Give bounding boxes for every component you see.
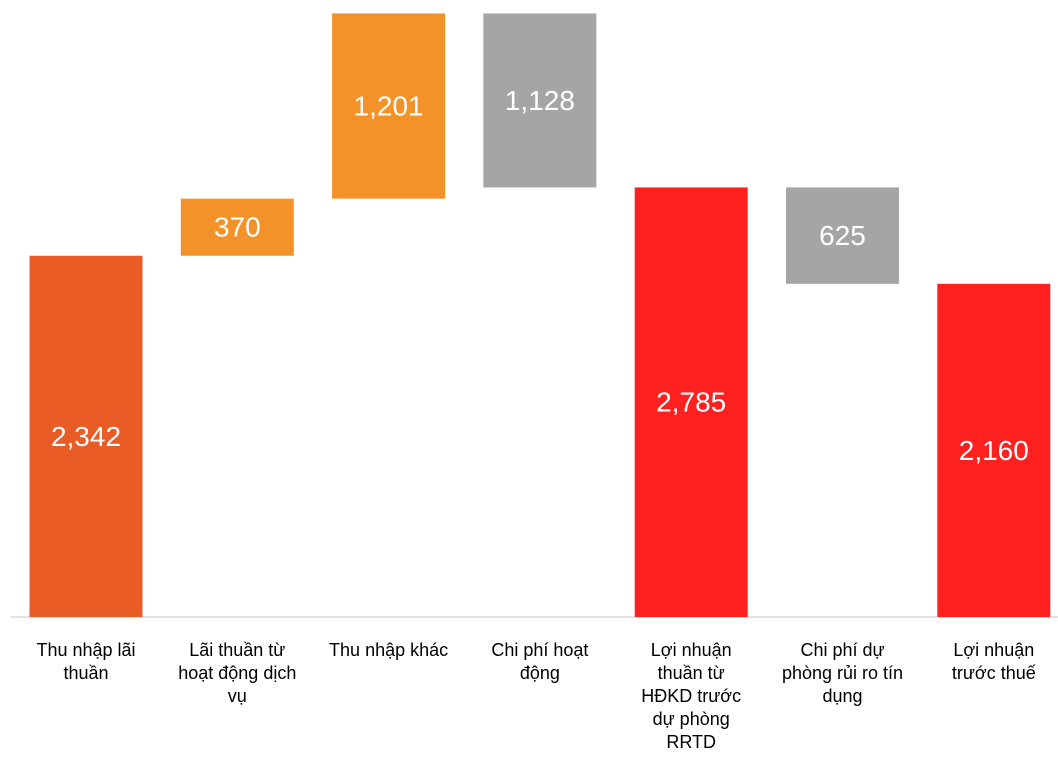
bar <box>634 187 748 617</box>
value-label: 2,342 <box>51 421 121 452</box>
x-tick-label: Lợi nhuận trước thuế <box>951 640 1036 683</box>
value-label: 2,785 <box>656 387 726 418</box>
value-label: 1,128 <box>505 85 575 116</box>
bar <box>786 187 899 284</box>
x-tick-label: Thu nhập lãi thuần <box>36 640 136 683</box>
x-tick-label: Thu nhập khác <box>329 640 449 660</box>
x-tick-label: Chi phí dự phòng rủi ro tín dụng <box>781 640 904 706</box>
value-label: 370 <box>214 212 261 243</box>
bar <box>29 255 143 617</box>
x-tick-label: Lợi nhuận thuần từ HĐKD trước dự phòng R… <box>641 640 742 752</box>
bar <box>937 283 1051 617</box>
value-label: 1,201 <box>354 90 424 121</box>
x-tick-label: Chi phí hoạt động <box>491 640 589 683</box>
value-label: 625 <box>819 220 866 251</box>
value-label: 2,160 <box>959 435 1029 466</box>
bar <box>483 13 597 188</box>
x-tick-label: Lãi thuần từ hoạt động dịch vụ <box>178 640 297 706</box>
bar <box>180 198 294 256</box>
bar <box>332 13 446 199</box>
